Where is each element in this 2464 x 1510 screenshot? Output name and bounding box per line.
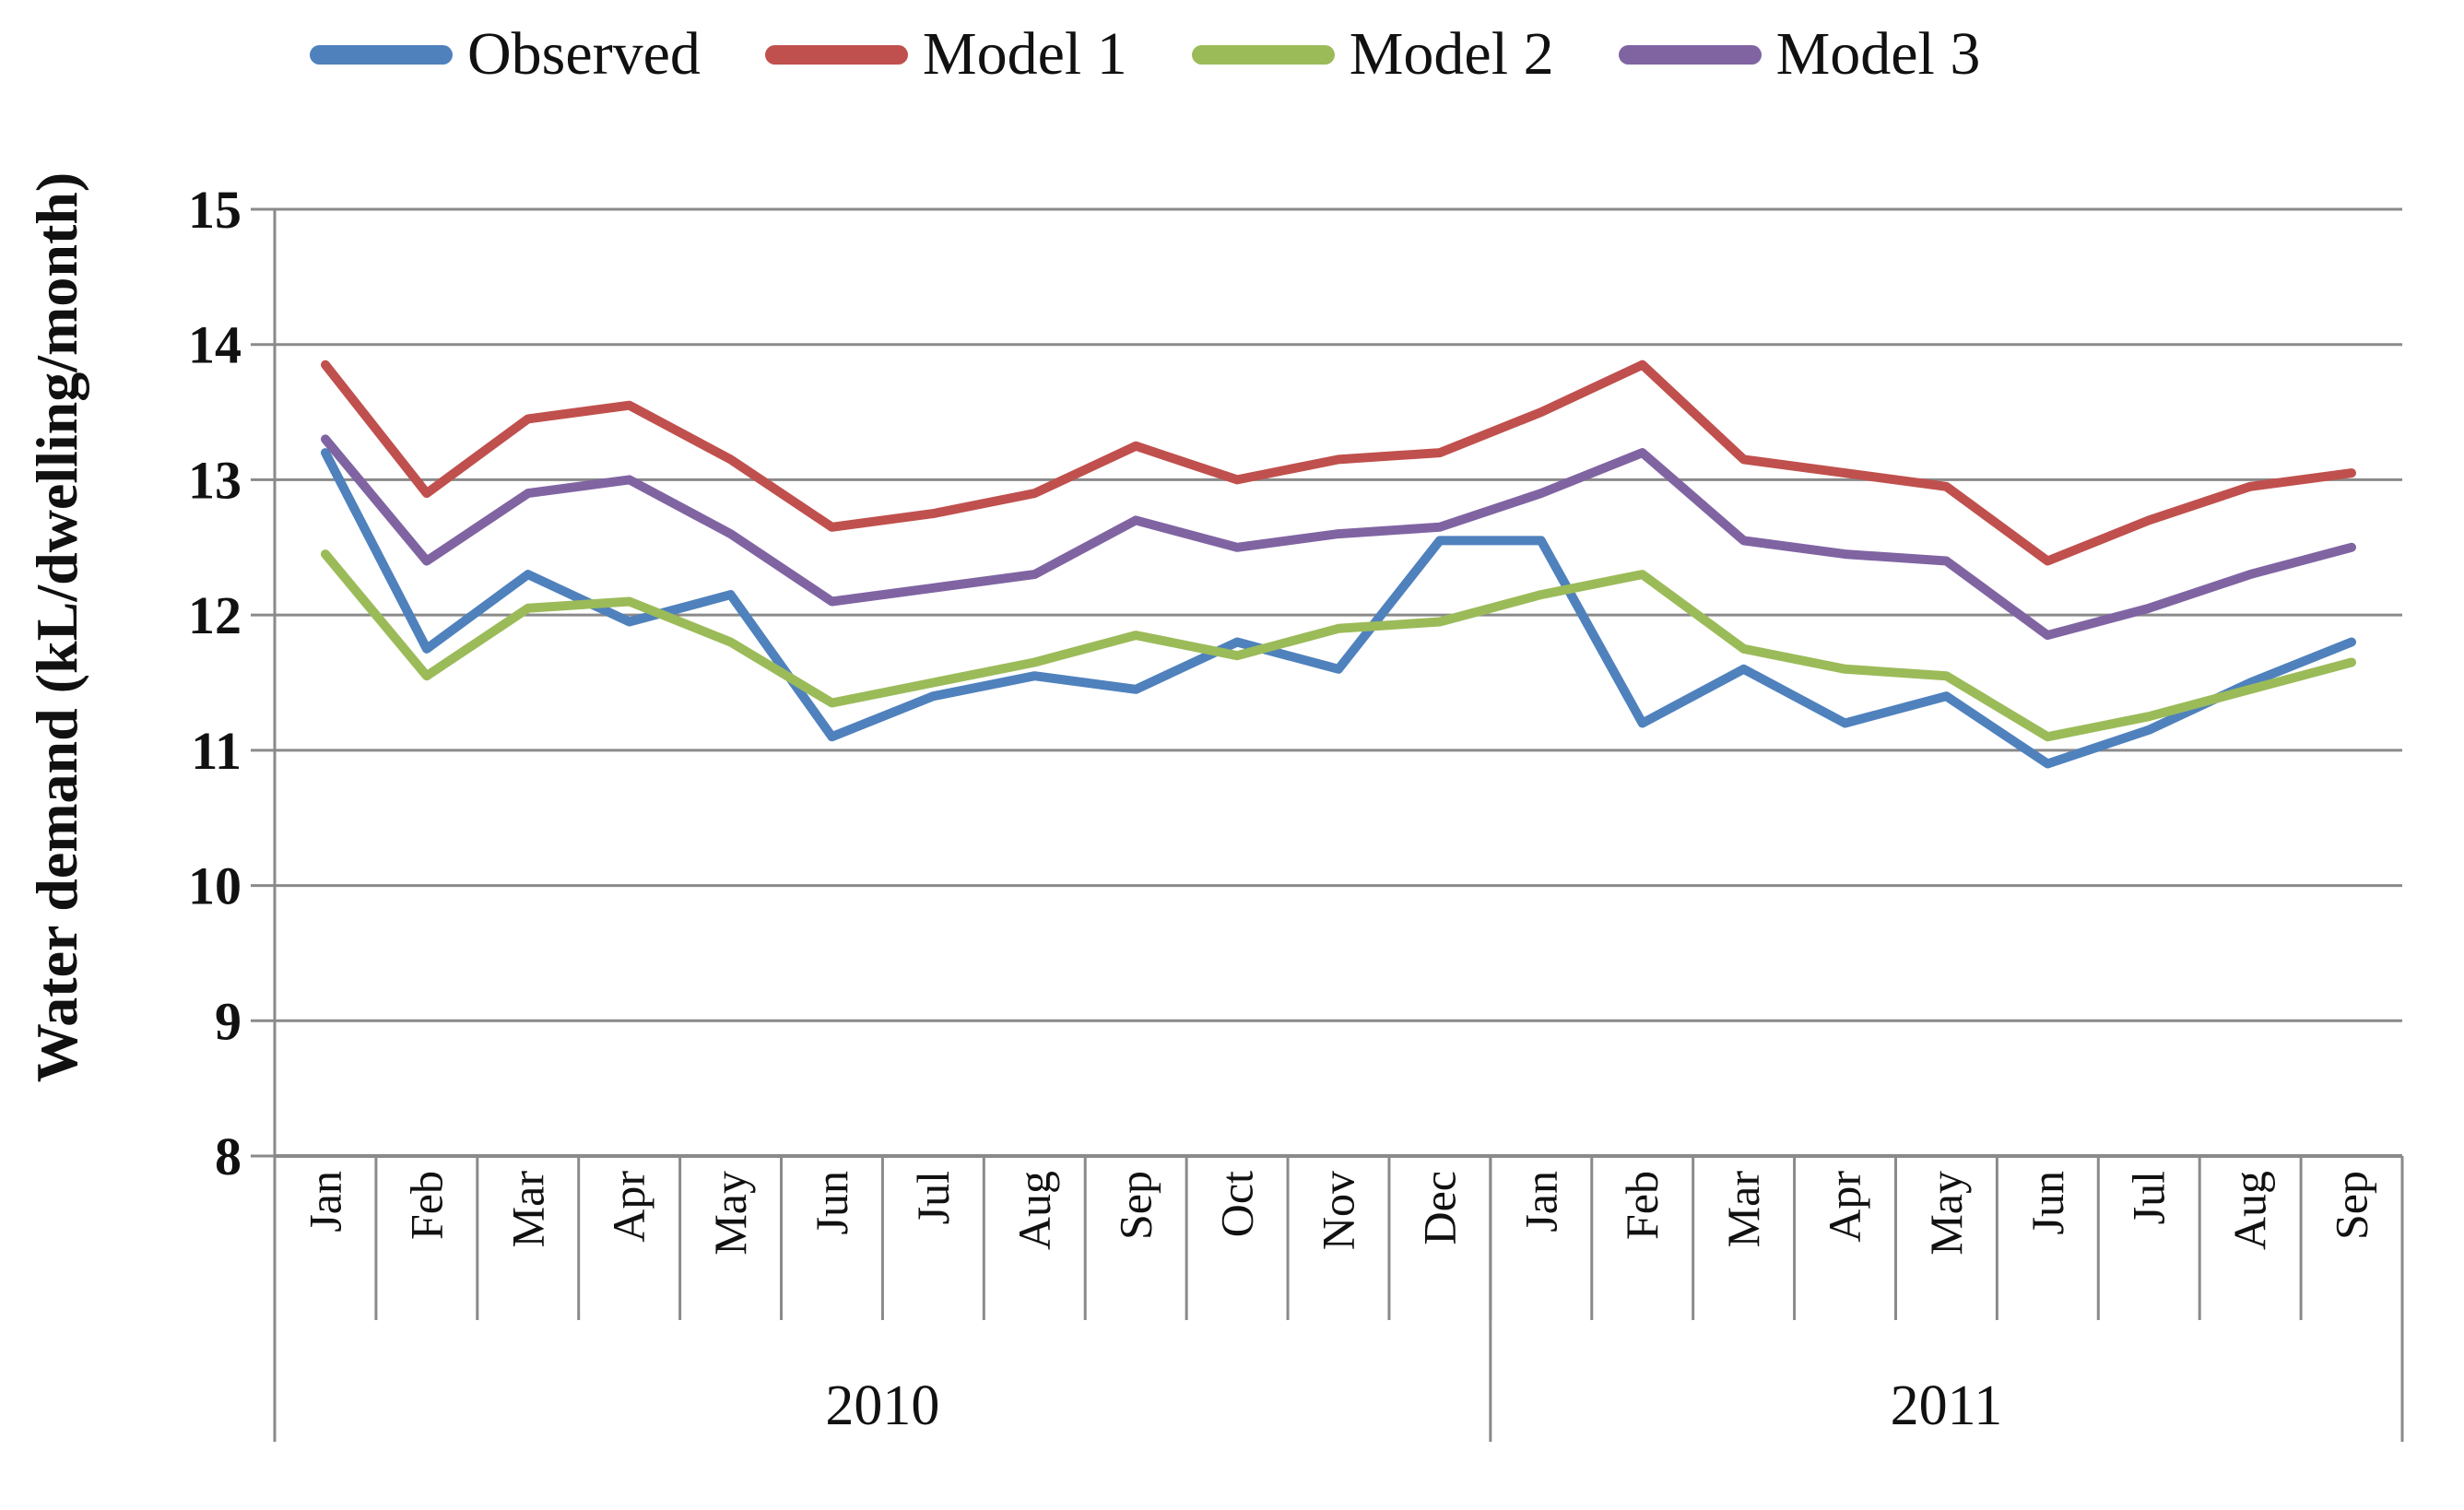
chart-legend: Observed Model 1 Model 2 Model 3	[310, 24, 1980, 85]
y-axis-title: Water demand (kL/dwelling/month)	[24, 172, 89, 1082]
x-tick-label-month: Apr	[1819, 1171, 1870, 1243]
y-tick-label: 15	[188, 180, 242, 240]
series-line-observed	[321, 448, 2356, 769]
y-tick-label: 8	[215, 1127, 242, 1186]
legend-label: Model 2	[1349, 20, 1554, 88]
y-tick-label: 10	[188, 856, 242, 916]
x-tick-label-month: Mar	[1717, 1171, 1769, 1248]
year-label: 2011	[1891, 1374, 2003, 1437]
x-tick-label-month: Apr	[603, 1171, 654, 1243]
x-tick-label-month: Mar	[501, 1171, 553, 1248]
series-line-model-2	[321, 549, 2356, 742]
x-tick-label-month: Jun	[2022, 1171, 2073, 1234]
legend-label: Observed	[467, 20, 701, 88]
x-tick-label-month: Aug	[2224, 1171, 2276, 1250]
legend-item-model-1: Model 1	[764, 20, 1127, 88]
legend-swatch-icon	[1618, 44, 1762, 65]
year-label: 2010	[825, 1374, 939, 1437]
x-tick-label-month: Nov	[1313, 1171, 1364, 1250]
x-tick-label-month: Jan	[1515, 1171, 1566, 1233]
x-tick-label-month: Feb	[1616, 1171, 1668, 1240]
x-tick-label-month: Jan	[299, 1171, 350, 1233]
legend-item-model-2: Model 2	[1191, 20, 1554, 88]
x-tick-label-month: Dec	[1413, 1171, 1465, 1245]
series-line-model-3	[321, 434, 2356, 641]
x-tick-label-month: Oct	[1211, 1171, 1263, 1237]
legend-label: Model 1	[922, 20, 1127, 88]
legend-item-model-3: Model 3	[1618, 20, 1981, 88]
x-tick-label-month: Jul	[2123, 1171, 2175, 1224]
legend-swatch-icon	[764, 44, 908, 65]
x-tick-label-month: Feb	[400, 1171, 452, 1240]
x-tick-label-month: May	[1920, 1171, 1972, 1256]
legend-label: Model 3	[1775, 20, 1981, 88]
x-tick-label-month: Jul	[907, 1171, 959, 1224]
legend-swatch-icon	[1191, 44, 1335, 65]
x-tick-label-month: Sep	[1110, 1171, 1161, 1240]
x-tick-label-month: Aug	[1008, 1171, 1060, 1250]
x-tick-label-month: Sep	[2326, 1171, 2377, 1240]
y-tick-label: 9	[215, 991, 242, 1051]
x-tick-label-month: May	[704, 1171, 756, 1256]
x-tick-label-month: Jun	[806, 1171, 857, 1234]
legend-item-observed: Observed	[310, 24, 701, 85]
y-tick-label: 12	[188, 585, 242, 645]
series-line-model-1	[321, 360, 2356, 566]
legend-swatch-icon	[310, 44, 453, 65]
y-tick-label: 11	[191, 721, 242, 781]
y-tick-label: 13	[188, 450, 242, 510]
y-tick-label: 14	[188, 315, 242, 375]
